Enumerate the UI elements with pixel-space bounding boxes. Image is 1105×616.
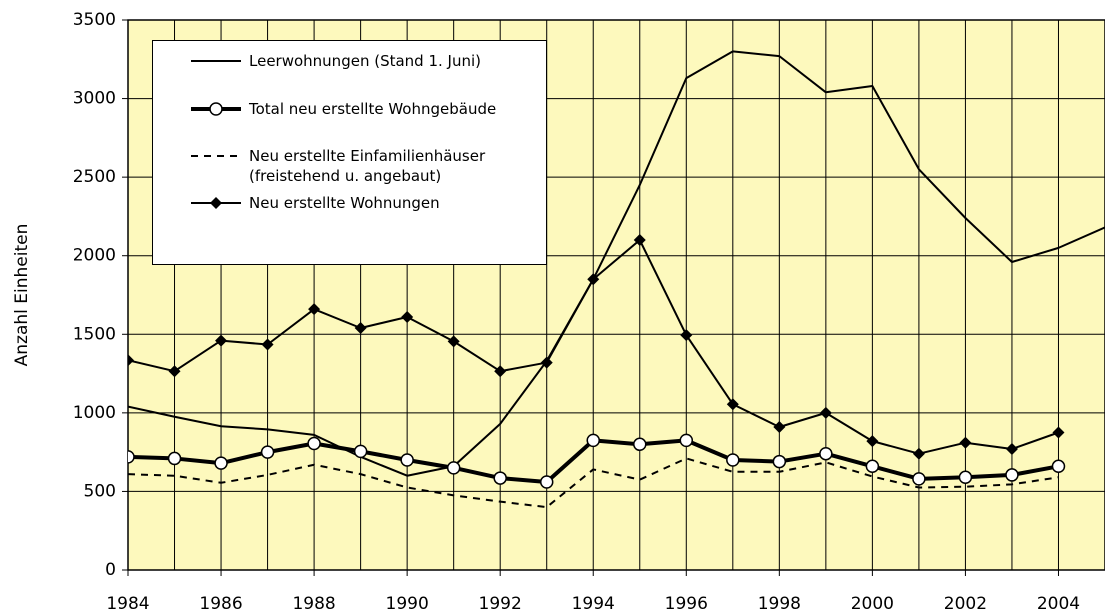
x-tick-label: 1998 [758,594,801,614]
x-tick-label: 1986 [199,594,242,614]
y-tick-label: 3000 [73,89,116,109]
y-tick-label: 2000 [73,246,116,266]
marker [540,356,553,369]
marker [865,459,880,474]
legend-label: Leerwohnungen (Stand 1. Juni) [249,52,481,70]
marker [633,437,647,452]
y-tick-label: 500 [84,481,116,501]
y-axis-label: Anzahl Einheiten [12,224,32,367]
series-line [128,457,1059,509]
marker [587,273,600,286]
marker [959,436,972,449]
marker [260,445,275,459]
marker [1052,426,1065,439]
x-tick-label: 2000 [851,594,894,614]
legend-label: Total neu erstellte Wohngebäude [249,100,497,118]
marker [215,334,228,347]
marker [308,303,321,316]
marker [912,447,925,460]
legend: Leerwohnungen (Stand 1. Juni) Total neu e… [152,40,547,265]
marker [866,435,879,448]
x-tick-label: 1988 [292,594,335,614]
legend-label: Neu erstellte Einfamilienhäuser (freiste… [249,147,486,185]
marker [493,471,507,485]
x-tick-label: 1990 [386,594,429,614]
series-line [128,50,1105,477]
marker [819,446,833,461]
x-tick-label: 1996 [665,594,708,614]
marker [261,338,274,351]
y-tick-label: 2500 [73,167,116,187]
legend-entry: Neu erstellte Einfamilienhäuser (freiste… [153,147,485,186]
marker [586,433,600,448]
legend-entry: Leerwohnungen (Stand 1. Juni) [153,52,481,71]
marker [633,234,646,246]
y-tick-label: 3500 [73,10,116,30]
marker [539,475,554,489]
marker [680,329,693,342]
marker [354,322,367,334]
legend-label: Neu erstellte Wohnungen [249,194,440,212]
x-tick-label: 1992 [479,594,522,614]
legend-swatch [191,155,241,157]
marker [128,450,135,464]
series-layer [128,50,1105,509]
marker [912,472,926,486]
marker [958,470,973,485]
marker [214,456,228,470]
marker [128,354,134,367]
marker [446,461,461,475]
marker [772,454,787,469]
x-tick-label: 1984 [106,594,149,614]
marker [210,197,222,209]
legend-swatch [191,197,241,209]
marker [447,335,460,348]
marker [168,365,181,378]
x-tick-label: 2002 [944,594,987,614]
marker [167,451,182,466]
marker [726,453,740,467]
y-tick-label: 1500 [73,324,116,344]
legend-swatch [191,60,241,62]
legend-swatch [191,102,241,116]
marker [1051,459,1066,474]
x-tick-label: 1994 [572,594,615,614]
marker [773,421,786,433]
marker [400,453,414,467]
legend-entry: Neu erstellte Wohnungen [153,194,440,213]
marker [209,102,223,116]
x-tick-label: 2004 [1037,594,1080,614]
marker [1005,468,1019,482]
y-tick-label: 0 [105,560,116,580]
legend-entry: Total neu erstellte Wohngebäude [153,100,496,119]
marker [726,398,739,411]
marker [401,311,414,323]
plot-border [127,19,1105,571]
marker [494,365,507,378]
marker [679,433,694,448]
marker [307,436,321,451]
marker [353,444,368,459]
marker [1005,443,1018,455]
marker [819,406,832,419]
y-tick-label: 1000 [73,403,116,423]
